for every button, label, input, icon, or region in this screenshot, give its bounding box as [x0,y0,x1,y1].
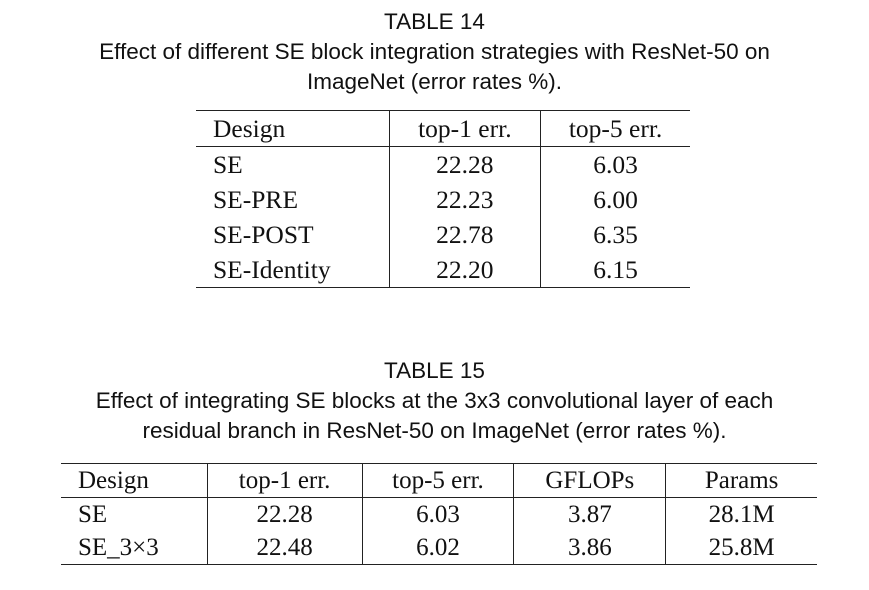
table14-cell-top5: 6.03 [593,149,638,179]
table15-header-params: Params [665,463,817,498]
table14-cell-top1: 22.78 [389,217,542,252]
table14-header-design: Design [196,110,390,147]
table15-cell-top5: 6.02 [362,531,515,565]
table15-label: TABLE 15 [384,358,485,383]
table14-caption-line2: ImageNet (error rates %). [306,69,563,94]
table-row: SE-PRE 22.23 6.00 [196,182,690,217]
table14-cell-top5: 6.35 [593,219,638,249]
table14-cell-design: SE [196,146,390,182]
table15-cell-top1: 22.48 [207,531,363,565]
table-row: SE_3×3 22.48 6.02 3.86 25.8M [61,531,817,565]
table15-cell-top1: 22.28 [207,497,363,531]
table14-caption: TABLE 14 Effect of different SE block in… [0,7,869,97]
table15-header-top1: top-1 err. [207,463,363,498]
table15-cell-params: 28.1M [708,500,775,528]
table14-cell-design: SE-PRE [196,182,390,217]
table14-header-row: Design top-1 err. top-5 err. [196,110,690,147]
table14-cell-top5: 6.00 [593,184,638,214]
table15-header-top5: top-5 err. [362,463,515,498]
table-row: SE-Identity 22.20 6.15 [196,252,690,288]
table15-caption: TABLE 15 Effect of integrating SE blocks… [0,356,869,446]
table15-cell-gflops: 3.87 [513,497,667,531]
table15-header-gflops: GFLOPs [513,463,667,498]
table14-cell-design: SE-Identity [196,252,390,288]
table14-cell-top1: 22.28 [389,146,542,182]
table15-caption-line1: Effect of integrating SE blocks at the 3… [95,388,774,413]
table14-cell-top1: 22.23 [389,182,542,217]
table14-cell-design: SE-POST [196,217,390,252]
table14-cell-top5: 6.15 [540,252,690,288]
table15-cell-design: SE_3×3 [61,531,208,565]
table14-header-top5: top-5 err. [540,110,690,147]
table14-caption-line1: Effect of different SE block integration… [99,39,770,64]
table14-label: TABLE 14 [384,9,485,34]
table14-header-top1: top-1 err. [389,110,542,147]
table14-cell-top1: 22.20 [389,252,542,288]
table15-cell-params: 25.8M [665,531,817,565]
table-row: SE 22.28 6.03 3.87 28.1M [61,497,817,531]
table15-header-row: Design top-1 err. top-5 err. GFLOPs Para… [61,463,817,498]
table14: Design top-1 err. top-5 err. SE 22.28 6.… [196,110,690,288]
table-row: SE-POST 22.78 6.35 [196,217,690,252]
table-row: SE 22.28 6.03 [196,146,690,182]
table15-header-design: Design [61,463,208,498]
table15-caption-line2: residual branch in ResNet-50 on ImageNet… [142,418,727,443]
table15-cell-design: SE [61,497,208,531]
table15-cell-gflops: 3.86 [513,531,667,565]
table15-cell-top5: 6.03 [362,497,515,531]
table15: Design top-1 err. top-5 err. GFLOPs Para… [61,463,817,565]
